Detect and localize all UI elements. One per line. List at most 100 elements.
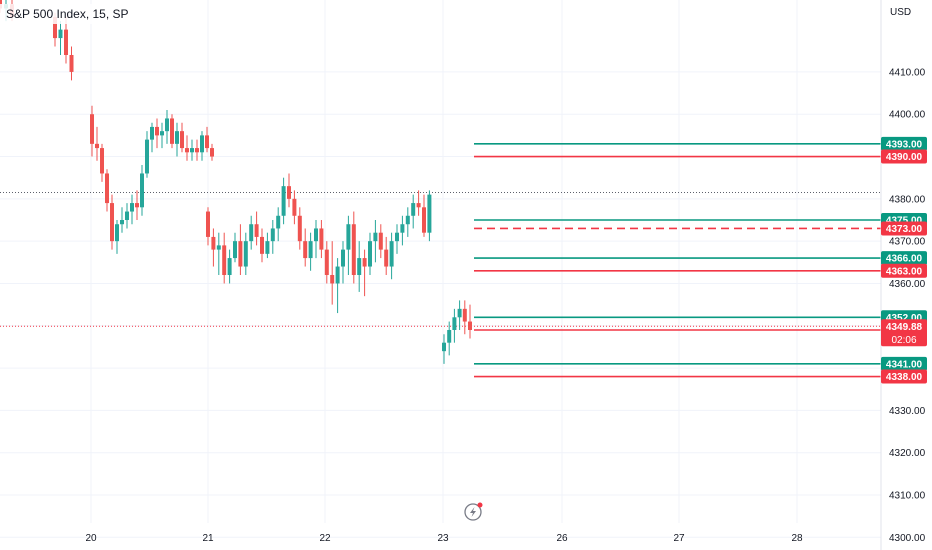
candle-body: [190, 148, 194, 153]
candle: [211, 228, 216, 267]
candle-body: [384, 249, 389, 267]
candle-body: [211, 236, 216, 250]
candle-body: [351, 224, 356, 275]
candle: [110, 194, 114, 250]
candle: [346, 215, 351, 275]
candle-body: [130, 203, 134, 212]
y-tick-label: 4320.00: [889, 448, 926, 459]
candle-body: [238, 241, 243, 267]
y-tick-label: 4410.00: [889, 67, 926, 78]
current-price-badge-bg: [881, 319, 927, 347]
candle-body: [165, 118, 169, 132]
candle-body: [120, 220, 124, 225]
candle: [105, 169, 109, 212]
candle: [115, 220, 119, 254]
candle-body: [389, 241, 394, 267]
candle: [357, 241, 362, 292]
candle-body: [303, 241, 308, 259]
candle: [427, 190, 432, 242]
candle-body: [357, 258, 362, 275]
price-badge-4393.00: 4393.00: [881, 136, 927, 151]
candle-body: [319, 228, 324, 250]
candle-body: [90, 114, 94, 144]
price-badge-text: 4352.00: [886, 313, 923, 324]
candlesticks: [0, 0, 472, 364]
currency-label: USD: [890, 7, 911, 18]
price-badge-bg: [881, 136, 927, 151]
candle-body: [135, 203, 139, 208]
price-badge-text: 4366.00: [886, 254, 923, 265]
candle: [297, 207, 302, 250]
y-tick-label: 4360.00: [889, 279, 926, 290]
candle-body: [64, 29, 68, 55]
candle: [324, 241, 329, 284]
candle: [405, 207, 410, 237]
candle-body: [287, 186, 291, 199]
candle: [416, 190, 421, 216]
candle-body: [368, 241, 372, 267]
candle: [368, 232, 372, 275]
y-tick-label: 4370.00: [889, 237, 926, 248]
candle: [462, 300, 467, 335]
candle-body: [206, 211, 210, 237]
price-badge-bg: [881, 263, 927, 278]
candle: [210, 143, 214, 161]
candle-body: [405, 215, 410, 225]
candle: [243, 232, 248, 275]
candle: [457, 300, 462, 330]
candle: [58, 21, 63, 55]
candle: [287, 173, 291, 208]
candle-body: [373, 232, 378, 242]
price-badge-bg: [881, 149, 927, 164]
candle-body: [95, 143, 99, 149]
candle-body: [281, 186, 286, 216]
candle: [319, 220, 324, 259]
candle-body: [314, 228, 318, 242]
candle-body: [185, 148, 189, 153]
candle-body: [243, 241, 248, 267]
candle-body: [447, 330, 452, 343]
candle: [95, 126, 99, 161]
candle-body: [53, 16, 57, 39]
x-tick-label: 26: [556, 533, 568, 544]
candle-body: [324, 249, 329, 275]
price-badge-bg: [881, 221, 927, 236]
candle-body: [69, 55, 74, 72]
candle-body: [346, 224, 351, 250]
candle: [447, 321, 452, 356]
candle: [206, 207, 210, 246]
candle: [442, 334, 446, 364]
candle: [260, 228, 264, 263]
candle-body: [411, 203, 416, 216]
candle-body: [216, 245, 221, 250]
candle: [238, 224, 243, 275]
candle-body: [362, 258, 367, 267]
candle-body: [292, 198, 297, 216]
candle: [362, 249, 367, 297]
price-badge-text: 4373.00: [886, 224, 923, 235]
candle: [135, 190, 139, 220]
time-axis[interactable]: 20 21 22 23 26 27 28: [85, 533, 803, 544]
candle-body: [58, 29, 63, 39]
candle: [281, 177, 286, 225]
candle: [205, 126, 209, 153]
candle: [341, 241, 345, 284]
candle-body: [297, 215, 302, 242]
candle: [140, 165, 144, 216]
flash-icon[interactable]: [464, 502, 483, 521]
candle-body: [442, 342, 446, 352]
candle-body: [260, 236, 264, 254]
candle-body: [308, 241, 313, 259]
candle-body: [341, 249, 345, 267]
price-badge-bg: [881, 369, 927, 384]
candle-body: [210, 148, 214, 157]
candle: [222, 232, 227, 284]
price-badge-4390.00: 4390.00: [881, 149, 927, 164]
candle-body: [378, 232, 383, 250]
candle-body: [427, 194, 432, 233]
candle: [180, 122, 184, 153]
candle-body: [105, 173, 109, 204]
x-tick-label: 28: [791, 533, 803, 544]
